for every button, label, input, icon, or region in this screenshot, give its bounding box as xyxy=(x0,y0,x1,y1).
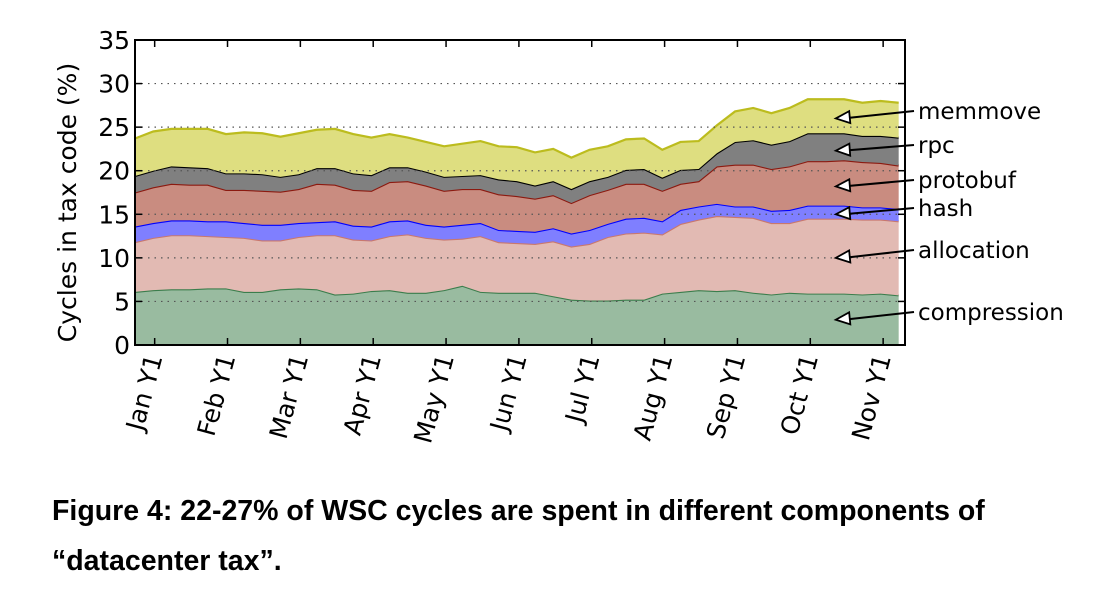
y-tick-label: 20 xyxy=(98,157,130,186)
arrowhead-icon xyxy=(833,177,852,193)
arrowhead-icon xyxy=(833,109,852,125)
arrowhead-icon xyxy=(833,205,852,221)
y-tick-label: 35 xyxy=(98,26,130,55)
legend-label-hash: hash xyxy=(918,196,973,222)
x-tick-label: Jul Y1 xyxy=(559,351,605,427)
plot-frame xyxy=(134,39,906,346)
stacked-area-chart: 0 5 10 15 20 25 30 35 Jan Y1 Feb Y1 Mar Y1 Apr Y1 Ma… xyxy=(53,26,1064,446)
y-tick-label: 10 xyxy=(98,244,130,273)
line-memmove xyxy=(134,98,899,159)
x-tick-label: Oct Y1 xyxy=(775,351,824,438)
arrowhead-icon xyxy=(833,249,852,264)
figure-caption: Figure 4: 22-27% of WSC cycles are spent… xyxy=(52,495,985,577)
y-tick-label: 25 xyxy=(98,113,130,142)
annotation-arrow-memmove xyxy=(843,110,915,120)
annotation-arrow-compression xyxy=(843,311,915,321)
legend-label-allocation: allocation xyxy=(918,238,1030,264)
y-axis-label: Cycles in tax code (%) xyxy=(53,63,82,342)
legend-label-rpc: rpc xyxy=(918,133,955,159)
arrowhead-icon xyxy=(833,310,852,326)
x-tick-label: Nov Y1 xyxy=(846,351,897,443)
annotation-arrow-hash xyxy=(843,207,915,216)
y-tick-label: 15 xyxy=(98,200,130,229)
arrowhead-icon xyxy=(833,142,852,157)
x-tick-label: Jun Y1 xyxy=(484,351,533,436)
x-tick-label: Sep Y1 xyxy=(701,351,751,442)
x-tick-label: Feb Y1 xyxy=(192,351,242,439)
x-tick-label: Aug Y1 xyxy=(628,351,679,443)
y-tick-label: 5 xyxy=(114,287,130,316)
x-tick-label: May Y1 xyxy=(408,351,460,446)
x-tick-label: Jan Y1 xyxy=(120,351,169,435)
legend-label-compression: compression xyxy=(918,300,1064,326)
area-rpc xyxy=(135,133,899,203)
annotation-arrow-protobuf xyxy=(843,179,915,188)
x-tick-label: Mar Y1 xyxy=(264,351,314,442)
area-memmove xyxy=(135,99,899,190)
area-compression xyxy=(135,285,899,345)
x-tick-label: Apr Y1 xyxy=(338,351,387,438)
legend-label-protobuf: protobuf xyxy=(918,168,1017,194)
y-tick-label: 30 xyxy=(98,70,130,99)
area-allocation xyxy=(135,216,899,301)
y-tick-label: 0 xyxy=(114,331,130,360)
annotation-arrow-allocation xyxy=(843,249,915,259)
legend-label-memmove: memmove xyxy=(918,99,1041,125)
annotation-arrow-rpc xyxy=(843,144,915,152)
